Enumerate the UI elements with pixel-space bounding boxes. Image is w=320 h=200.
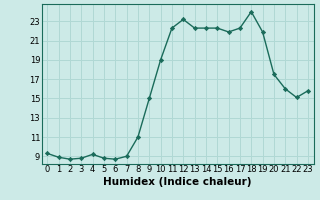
X-axis label: Humidex (Indice chaleur): Humidex (Indice chaleur) [103, 177, 252, 187]
